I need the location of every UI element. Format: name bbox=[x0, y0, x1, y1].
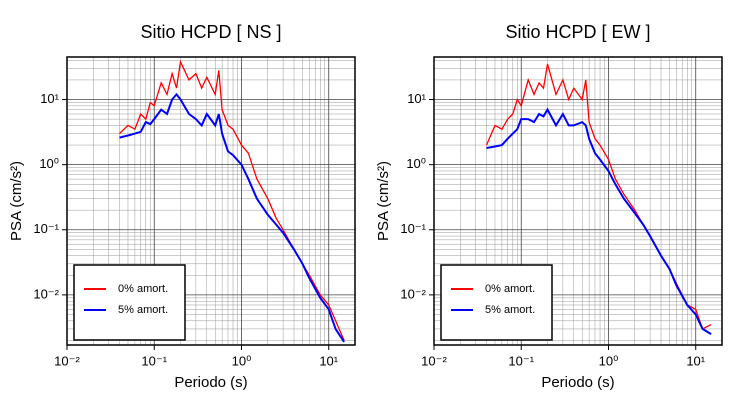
y-tick-label: 10⁻² bbox=[33, 286, 59, 301]
y-axis-label: PSA (cm/s²) bbox=[375, 161, 392, 241]
x-tick-label: 10⁰ bbox=[599, 353, 619, 368]
x-axis-label: Periodo (s) bbox=[541, 374, 614, 391]
y-tick-label: 10⁻² bbox=[400, 286, 426, 301]
x-tick-label: 10⁻² bbox=[54, 353, 80, 368]
plot-frame bbox=[66, 56, 356, 346]
y-tick-label: 10⁻¹ bbox=[33, 221, 59, 236]
panel: 10⁻² 10⁻¹ 10⁰ 10¹ 10⁻² 10⁻¹ 10⁰ 10¹ Sitio HCPD [… bbox=[375, 22, 723, 391]
y-axis-label: PSA (cm/s²) bbox=[8, 161, 25, 241]
x-axis-label: Periodo (s) bbox=[174, 374, 247, 391]
chart-title: Sitio HCPD [ EW ] bbox=[505, 22, 650, 42]
legend-label: 5% amort. bbox=[485, 304, 535, 316]
series-line bbox=[119, 92, 345, 343]
legend-label: 0% amort. bbox=[485, 283, 535, 295]
legend-label: 5% amort. bbox=[118, 304, 168, 316]
x-tick-label: 10¹ bbox=[319, 353, 338, 368]
legend-box bbox=[440, 264, 553, 341]
plot-frame bbox=[433, 56, 723, 346]
x-tick-label: 10⁻² bbox=[421, 353, 447, 368]
y-tick-label: 10¹ bbox=[407, 91, 426, 106]
y-tick-label: 10¹ bbox=[40, 91, 59, 106]
y-tick-label: 10⁰ bbox=[39, 156, 59, 171]
x-tick-label: 10⁻¹ bbox=[141, 353, 167, 368]
y-tick-label: 10⁰ bbox=[406, 156, 426, 171]
chart-title: Sitio HCPD [ NS ] bbox=[140, 22, 281, 42]
x-tick-label: 10⁻¹ bbox=[508, 353, 534, 368]
panel: 10⁻² 10⁻¹ 10⁰ 10¹ 10⁻² 10⁻¹ 10⁰ 10¹ Sitio HCPD [… bbox=[8, 22, 356, 391]
y-tick-label: 10⁻¹ bbox=[400, 221, 426, 236]
x-tick-label: 10⁰ bbox=[232, 353, 252, 368]
legend-box bbox=[73, 264, 186, 341]
series-line bbox=[486, 107, 712, 335]
x-tick-label: 10¹ bbox=[686, 353, 705, 368]
legend-label: 0% amort. bbox=[118, 283, 168, 295]
